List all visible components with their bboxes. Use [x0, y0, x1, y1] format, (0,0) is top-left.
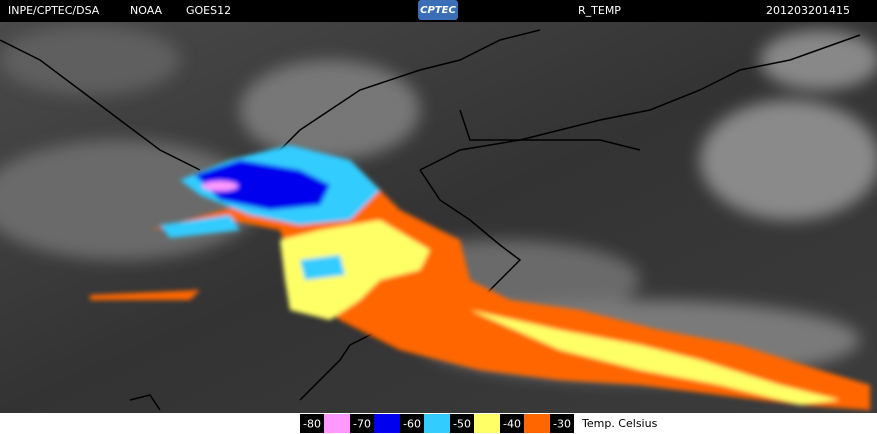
legend: -80 -70 -60 -50 -40 -30 [300, 414, 574, 433]
logo-box [418, 0, 458, 20]
legend-value: -70 [353, 418, 371, 431]
legend-value-box [400, 414, 424, 433]
legend-value-box [300, 414, 324, 433]
legend-swatch [374, 414, 400, 433]
legend-swatch [474, 414, 500, 433]
cold-cloud-tops [90, 145, 870, 410]
source-label: INPE/CPTEC/DSA [8, 4, 100, 17]
logo: CPTEC [420, 5, 456, 16]
legend-value: -50 [453, 418, 471, 431]
legend-swatch [324, 414, 350, 433]
legend-value: -60 [403, 418, 421, 431]
legend-value: -40 [503, 418, 521, 431]
legend-swatch [424, 414, 450, 433]
legend-swatch [524, 414, 550, 433]
product-label: R_TEMP [578, 4, 621, 17]
legend-value-box [350, 414, 374, 433]
legend-value: -80 [303, 418, 321, 431]
legend-unit: Temp. Celsius [581, 417, 658, 430]
legend-value-box [450, 414, 474, 433]
legend-value: -30 [553, 418, 571, 431]
agency-label: NOAA [130, 4, 163, 17]
timestamp: 201203201415 [766, 4, 850, 17]
legend-value-box [500, 414, 524, 433]
legend-value-box [550, 414, 574, 433]
satellite-label: GOES12 [186, 4, 231, 17]
